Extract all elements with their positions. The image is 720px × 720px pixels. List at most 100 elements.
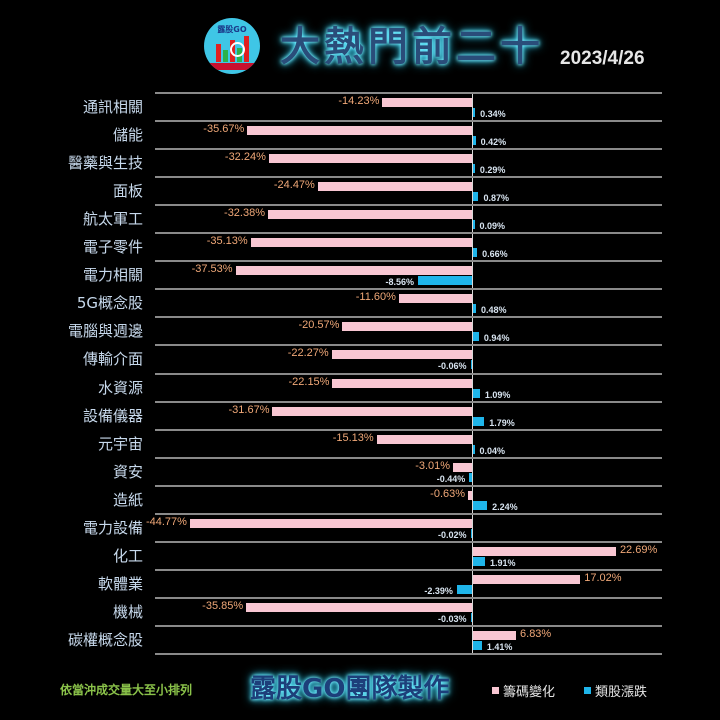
legend-swatch-blue <box>584 687 591 694</box>
category-label: 水資源 <box>97 378 143 397</box>
grid-line <box>155 484 662 487</box>
category-label: 電力相關 <box>82 266 143 285</box>
chip-change-bar <box>268 154 472 164</box>
grid-line <box>155 456 662 459</box>
chip-change-label: -31.67% <box>228 403 270 416</box>
sector-change-label: 0.29% <box>479 165 506 176</box>
grid-line <box>155 288 662 291</box>
chip-change-bar <box>235 266 472 276</box>
chip-change-label: 6.83% <box>520 627 552 640</box>
sector-change-bar <box>469 472 472 482</box>
sector-change-bar <box>456 584 472 594</box>
sector-change-label: 0.48% <box>481 305 507 316</box>
sector-change-label: -0.02% <box>437 529 467 540</box>
sector-change-label: 0.42% <box>480 137 507 148</box>
chip-change-label: -22.27% <box>287 347 329 360</box>
chip-change-label: -35.85% <box>202 599 244 612</box>
sector-change-label: 1.41% <box>486 641 513 652</box>
sector-change-bar <box>470 528 472 538</box>
chip-change-label: -11.60% <box>355 291 396 304</box>
grid-line <box>155 260 662 263</box>
grid-line <box>155 624 662 627</box>
chip-change-bar <box>246 602 472 612</box>
page-title: 大熱門前二十 <box>280 23 544 70</box>
sector-change-label: 1.09% <box>484 389 511 400</box>
sector-change-bar <box>470 612 472 622</box>
grid-line <box>155 148 662 151</box>
chip-change-bar <box>453 462 472 472</box>
brand-logo: 露股GO <box>204 18 260 74</box>
sector-change-label: 0.66% <box>482 249 508 260</box>
grid-line <box>155 316 662 319</box>
chip-change-bar <box>332 378 472 388</box>
grid-line <box>155 92 662 94</box>
chip-change-label: -32.24% <box>224 151 266 164</box>
sector-change-label: 0.94% <box>483 333 510 344</box>
chip-change-label: -20.57% <box>298 319 340 332</box>
chip-change-bar <box>317 182 472 192</box>
chip-change-label: -35.67% <box>203 123 245 136</box>
sector-change-bar <box>473 444 475 454</box>
sector-change-bar <box>473 556 486 566</box>
category-label: 資安 <box>112 462 143 481</box>
category-label: 儲能 <box>112 126 143 145</box>
sector-change-label: -0.44% <box>436 473 466 484</box>
sector-change-label: 0.09% <box>479 221 506 232</box>
category-label: 化工 <box>112 546 143 565</box>
sector-change-bar <box>473 164 475 174</box>
chip-change-label: -35.13% <box>206 235 248 248</box>
sector-change-bar <box>473 248 478 258</box>
category-label: 軟體業 <box>97 574 143 593</box>
chip-change-label: -32.38% <box>224 207 266 220</box>
grid-line <box>155 400 662 403</box>
sector-change-bar <box>473 136 476 146</box>
chip-change-bar <box>250 238 472 248</box>
logo-text: 露股GO <box>217 25 247 34</box>
category-label: 機械 <box>112 602 143 621</box>
sector-change-bar <box>473 388 480 398</box>
team-credit: 露股GO團隊製作 <box>250 674 450 704</box>
grid-line <box>155 568 662 571</box>
sector-change-bar <box>473 332 479 342</box>
sector-change-label: -8.56% <box>385 277 415 288</box>
chip-change-bar <box>189 518 472 528</box>
legend-label: 籌碼變化 <box>503 685 556 700</box>
legend-label: 類股漲跌 <box>595 685 648 700</box>
category-label: 元宇宙 <box>97 434 143 453</box>
sector-change-bar <box>473 108 476 117</box>
sector-change-bar <box>418 276 472 286</box>
sector-change-label: -0.03% <box>437 613 467 624</box>
magnifier-icon <box>230 42 245 57</box>
category-label: 設備儀器 <box>82 406 143 425</box>
sector-change-bar <box>473 416 485 426</box>
chip-change-bar <box>331 350 472 360</box>
chip-change-label: 17.02% <box>584 571 622 584</box>
grid-line <box>155 512 662 515</box>
grid-line <box>155 540 662 543</box>
chip-change-label: 22.69% <box>619 543 658 556</box>
sort-note: 依當沖成交量大至小排列 <box>60 683 193 697</box>
grid-line <box>155 372 662 375</box>
chip-change-bar <box>268 210 472 220</box>
legend-chip-change: 籌碼變化 <box>492 681 555 700</box>
category-label: 通訊相關 <box>82 98 143 116</box>
category-label: 傳輸介面 <box>82 350 143 369</box>
grid-line <box>155 176 662 179</box>
chip-change-bar <box>398 294 472 304</box>
sector-change-label: -0.06% <box>437 361 467 372</box>
sector-change-bar <box>473 640 482 650</box>
grid-line <box>155 232 662 235</box>
chip-change-label: -24.47% <box>273 179 315 192</box>
chip-change-bar <box>473 546 616 556</box>
category-label: 碳權概念股 <box>67 630 143 649</box>
chip-change-bar <box>468 490 472 500</box>
chip-change-bar <box>382 98 472 107</box>
category-label: 造紙 <box>112 490 143 509</box>
grid-line <box>155 428 662 431</box>
chip-change-label: -14.23% <box>338 95 380 107</box>
sector-change-label: 2.24% <box>492 501 518 512</box>
legend-swatch-pink <box>492 687 499 694</box>
chip-change-label: -0.63% <box>430 487 466 500</box>
grid-line <box>155 596 662 599</box>
